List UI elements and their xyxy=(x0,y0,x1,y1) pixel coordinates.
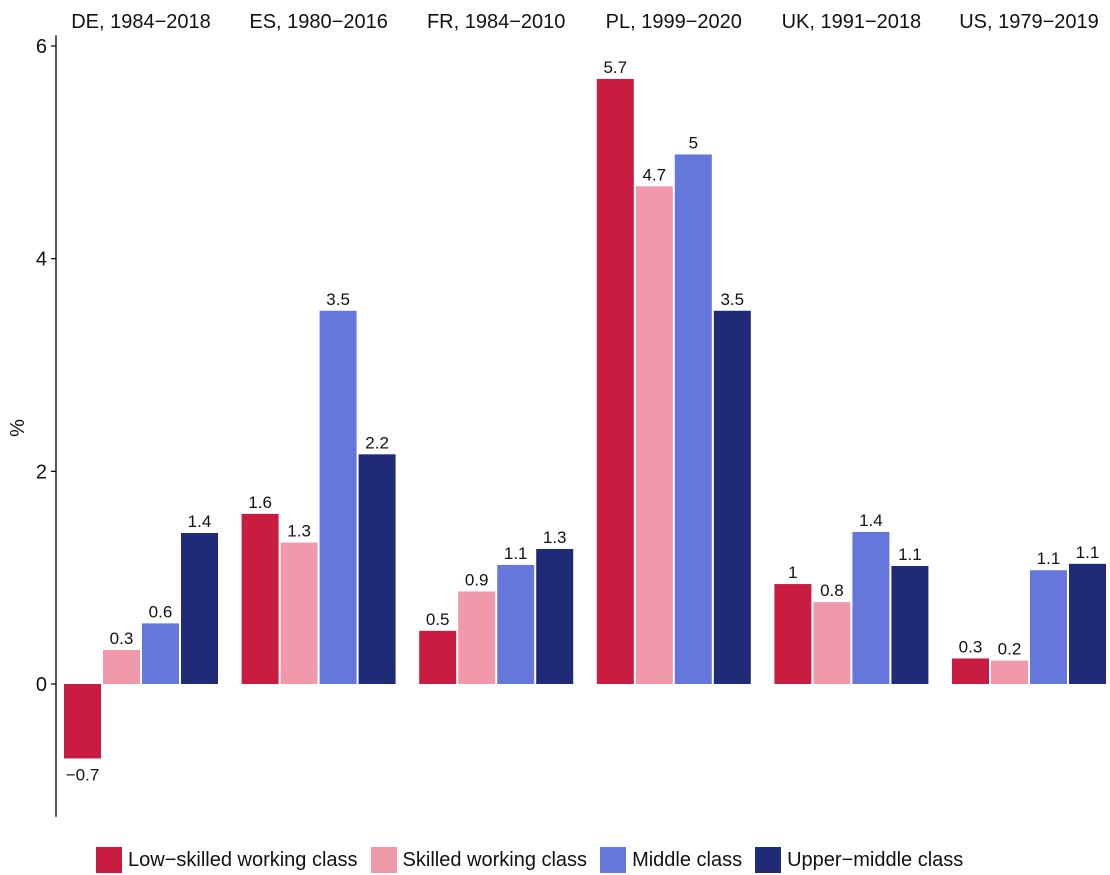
legend-item-middle-class: Middle class xyxy=(600,847,742,873)
bar-value-label: 1.1 xyxy=(1076,543,1100,562)
panel-title: UK, 1991−2018 xyxy=(782,11,922,33)
legend-label: Upper−middle class xyxy=(787,848,964,871)
bar xyxy=(852,531,890,684)
bar-value-label: 0.3 xyxy=(959,637,983,656)
bar-value-label: 0.9 xyxy=(465,570,489,589)
bar xyxy=(952,658,989,684)
bar-value-label: 1.1 xyxy=(1037,549,1061,568)
panel-title: FR, 1984−2010 xyxy=(427,11,565,33)
panel-title: ES, 1980−2016 xyxy=(249,11,387,33)
bar xyxy=(1030,570,1067,684)
legend-swatch xyxy=(600,847,627,873)
bar xyxy=(458,591,496,684)
legend: Low−skilled working class Skilled workin… xyxy=(96,845,976,875)
bar xyxy=(1069,563,1106,684)
legend-swatch xyxy=(755,847,782,873)
bar xyxy=(419,630,457,684)
bar xyxy=(713,310,751,684)
bar xyxy=(142,623,179,684)
bar xyxy=(813,602,851,684)
bar-value-label: 0.6 xyxy=(149,602,173,621)
bar-value-label: 0.5 xyxy=(426,610,450,629)
y-tick-label: 4 xyxy=(36,249,47,271)
bar-value-label: 5.7 xyxy=(603,58,627,77)
bar xyxy=(891,565,929,684)
bar-value-label: 1.1 xyxy=(504,544,528,563)
legend-label: Skilled working class xyxy=(402,848,588,871)
bar xyxy=(358,454,396,684)
bar xyxy=(991,660,1028,684)
bar-value-label: 3.5 xyxy=(326,290,350,309)
legend-item-low-skilled-working-class: Low−skilled working class xyxy=(96,847,358,873)
bar-value-label: 4.7 xyxy=(642,165,666,184)
bar-value-label: 5 xyxy=(689,133,698,152)
bar-value-label: 1 xyxy=(788,563,797,582)
bar xyxy=(635,186,673,685)
bar-value-label: 1.3 xyxy=(287,522,311,541)
y-tick-label: 0 xyxy=(36,674,47,696)
panel-title: PL, 1999−2020 xyxy=(606,11,742,33)
bar xyxy=(596,78,634,685)
y-tick-label: 6 xyxy=(36,36,47,58)
bar xyxy=(674,154,712,684)
legend-item-upper-middle-class: Upper−middle class xyxy=(755,847,963,873)
bar-value-label: 0.8 xyxy=(820,581,844,600)
bar xyxy=(181,533,218,684)
bar xyxy=(497,564,535,684)
bar-value-label: 0.3 xyxy=(110,629,134,648)
bar-value-label: 1.1 xyxy=(898,545,922,564)
y-tick-label: 2 xyxy=(36,461,47,483)
bar-value-label: 1.4 xyxy=(859,511,883,530)
bar xyxy=(280,542,318,684)
legend-swatch xyxy=(96,847,122,873)
legend-label: Low−skilled working class xyxy=(128,848,358,871)
bar xyxy=(241,513,279,684)
bar-value-label: 1.6 xyxy=(248,493,272,512)
bar-value-label: 2.2 xyxy=(365,433,389,452)
panel-title: DE, 1984−2018 xyxy=(71,11,211,33)
bar-value-label: 1.3 xyxy=(543,528,567,547)
bar-value-label: 1.4 xyxy=(188,512,212,531)
legend-item-skilled-working-class: Skilled working class xyxy=(370,847,588,873)
bar xyxy=(319,310,357,684)
y-axis-label: % xyxy=(7,419,29,437)
bar-value-label: 3.5 xyxy=(720,290,744,309)
bar xyxy=(64,684,101,759)
bar-value-label: −0.7 xyxy=(66,765,100,784)
legend-swatch xyxy=(370,847,397,873)
bar xyxy=(536,548,574,684)
bar xyxy=(774,584,812,684)
panel-title: US, 1979−2019 xyxy=(959,11,1099,33)
legend-label: Middle class xyxy=(632,848,743,871)
bar-value-label: 0.2 xyxy=(998,640,1022,659)
bar xyxy=(103,649,140,684)
